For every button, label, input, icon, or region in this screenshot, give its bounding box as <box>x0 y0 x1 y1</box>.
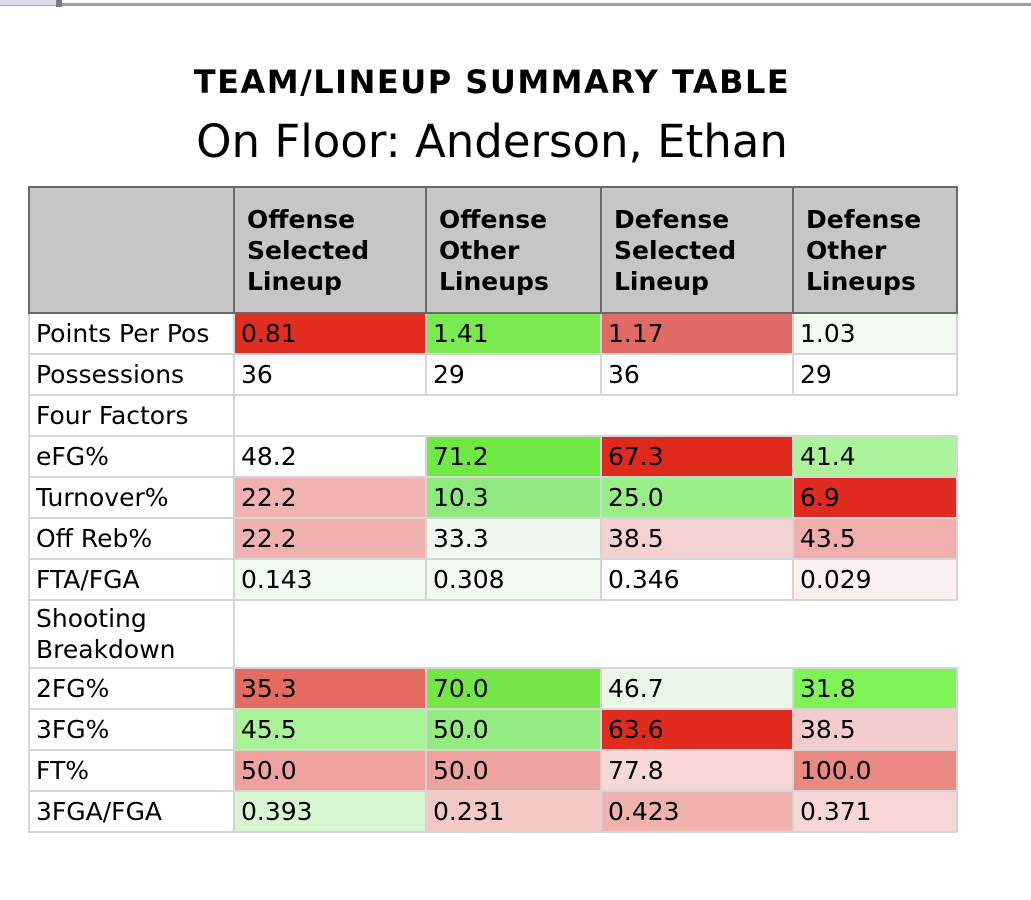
value-cell: 50.0 <box>233 749 427 792</box>
table-row: Possessions 36 29 36 29 <box>28 353 958 396</box>
column-header: Offense Other Lineups <box>425 186 602 314</box>
value-cell: 38.5 <box>600 517 794 560</box>
row-label: FT% <box>28 749 235 792</box>
value-cell: 1.03 <box>792 312 958 355</box>
value-cell: 45.5 <box>233 708 427 751</box>
section-label: Shooting Breakdown <box>28 599 235 669</box>
value-cell: 41.4 <box>792 435 958 478</box>
row-label: Possessions <box>28 353 235 396</box>
summary-table: Offense Selected Lineup Offense Other Lin… <box>28 186 958 833</box>
row-label: Turnover% <box>28 476 235 519</box>
row-label: eFG% <box>28 435 235 478</box>
section-row: Four Factors <box>28 394 957 437</box>
value-cell: 1.41 <box>425 312 602 355</box>
table-row: 2FG% 35.3 70.0 46.7 31.8 <box>28 667 958 710</box>
column-header: Defense Other Lineups <box>792 186 958 314</box>
value-cell: 31.8 <box>792 667 958 710</box>
section-label: Four Factors <box>28 394 235 437</box>
table-row: FTA/FGA 0.143 0.308 0.346 0.029 <box>28 558 958 601</box>
top-border-line <box>62 3 1031 6</box>
value-cell: 35.3 <box>233 667 427 710</box>
value-cell: 38.5 <box>792 708 958 751</box>
corner-header-cell <box>28 186 235 314</box>
value-cell: 48.2 <box>233 435 427 478</box>
value-cell: 63.6 <box>600 708 794 751</box>
value-cell: 6.9 <box>792 476 958 519</box>
browser-chrome-sliver <box>0 0 1031 8</box>
table-row: 3FG% 45.5 50.0 63.6 38.5 <box>28 708 958 751</box>
value-cell: 100.0 <box>792 749 958 792</box>
table-row: 3FGA/FGA 0.393 0.231 0.423 0.371 <box>28 790 958 833</box>
value-cell: 67.3 <box>600 435 794 478</box>
value-cell: 36 <box>233 353 427 396</box>
on-floor-subtitle: On Floor: Anderson, Ethan <box>196 115 788 168</box>
value-cell: 0.308 <box>425 558 602 601</box>
page-title: TEAM/LINEUP SUMMARY TABLE <box>193 63 791 101</box>
value-cell: 0.371 <box>792 790 958 833</box>
value-cell: 0.81 <box>233 312 427 355</box>
row-label: Off Reb% <box>28 517 235 560</box>
row-label: FTA/FGA <box>28 558 235 601</box>
section-row: Shooting Breakdown <box>28 599 957 669</box>
tab-divider <box>56 0 62 7</box>
value-cell: 50.0 <box>425 749 602 792</box>
lineup-summary-report: TEAM/LINEUP SUMMARY TABLE On Floor: Ande… <box>28 0 958 833</box>
value-cell: 36 <box>600 353 794 396</box>
value-cell: 77.8 <box>600 749 794 792</box>
value-cell: 43.5 <box>792 517 958 560</box>
value-cell: 0.029 <box>792 558 958 601</box>
row-label: 3FG% <box>28 708 235 751</box>
value-cell: 33.3 <box>425 517 602 560</box>
table-row: Turnover% 22.2 10.3 25.0 6.9 <box>28 476 958 519</box>
value-cell: 10.3 <box>425 476 602 519</box>
value-cell: 29 <box>425 353 602 396</box>
value-cell: 0.143 <box>233 558 427 601</box>
header-row: Offense Selected Lineup Offense Other Lin… <box>28 186 958 314</box>
value-cell: 0.346 <box>600 558 794 601</box>
value-cell: 0.231 <box>425 790 602 833</box>
value-cell: 0.423 <box>600 790 794 833</box>
section-spacer-cell <box>234 600 957 668</box>
column-header: Offense Selected Lineup <box>233 186 427 314</box>
column-header: Defense Selected Lineup <box>600 186 794 314</box>
value-cell: 29 <box>792 353 958 396</box>
table-row: FT% 50.0 50.0 77.8 100.0 <box>28 749 958 792</box>
row-label: Points Per Pos <box>28 312 235 355</box>
value-cell: 1.17 <box>600 312 794 355</box>
value-cell: 70.0 <box>425 667 602 710</box>
value-cell: 22.2 <box>233 476 427 519</box>
row-label: 3FGA/FGA <box>28 790 235 833</box>
row-label: 2FG% <box>28 667 235 710</box>
section-spacer-cell <box>234 395 957 436</box>
table-row: Off Reb% 22.2 33.3 38.5 43.5 <box>28 517 958 560</box>
value-cell: 22.2 <box>233 517 427 560</box>
value-cell: 0.393 <box>233 790 427 833</box>
value-cell: 50.0 <box>425 708 602 751</box>
table-row: Points Per Pos 0.81 1.41 1.17 1.03 <box>28 312 958 355</box>
table-row: eFG% 48.2 71.2 67.3 41.4 <box>28 435 958 478</box>
value-cell: 25.0 <box>600 476 794 519</box>
browser-tab-remnant <box>0 0 56 6</box>
value-cell: 46.7 <box>600 667 794 710</box>
value-cell: 71.2 <box>425 435 602 478</box>
